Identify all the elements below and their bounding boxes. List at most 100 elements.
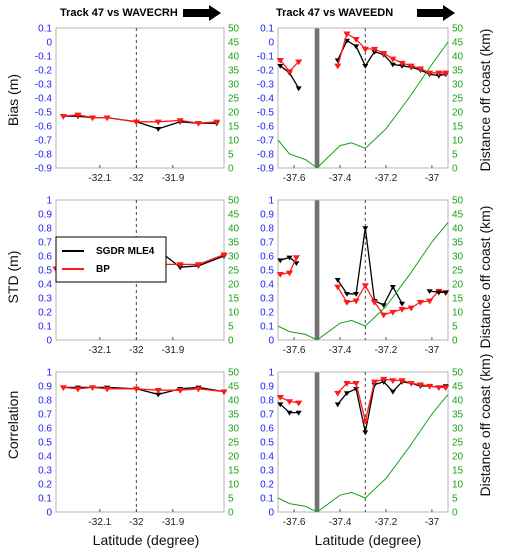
y2-tick-label: 5 (452, 494, 458, 505)
plot-frame (55, 371, 225, 513)
y-tick-label: -0.2 (257, 66, 275, 77)
sgdr-marker (389, 285, 396, 290)
plot-frame (277, 371, 449, 513)
y2-tick-label: 15 (452, 466, 464, 477)
plot-frame (277, 27, 449, 169)
bp-marker (426, 383, 434, 390)
x-axis-labels: Latitude (degree) Latitude (degree) (93, 532, 422, 548)
y2-tick-label: 35 (228, 66, 240, 77)
bp-marker (74, 386, 82, 393)
bp-marker (88, 115, 97, 122)
bp-marker (361, 46, 369, 53)
bp-marker (285, 270, 294, 277)
sgdr-marker (286, 255, 293, 261)
y-tick-label: 0 (268, 508, 274, 519)
legend-label-sgdr: SGDR MLE4 (96, 246, 155, 257)
bp-marker (276, 272, 284, 278)
y2-tick-label: 25 (228, 266, 240, 277)
y2label-std: Distance off coast (km) (477, 206, 493, 349)
ylabel-std: STD (m) (5, 251, 21, 304)
bp-marker (398, 60, 406, 67)
y-tick-label: 0.3 (38, 466, 52, 477)
bp-marker (407, 381, 415, 387)
y-tick-label: 0.7 (38, 238, 52, 249)
bp-marker (154, 388, 162, 394)
y-tick-label: 0.8 (260, 396, 274, 407)
y2-tick-label: 15 (228, 466, 240, 477)
bp-marker (361, 418, 369, 425)
bp-marker (103, 115, 111, 122)
y-tick-label: -0.1 (35, 52, 53, 63)
y-tick-label: 0.1 (38, 322, 52, 333)
y2-tick-label: 40 (452, 396, 464, 407)
panel-std-left: 10.90.80.70.60.50.40.30.20.1050454035302… (38, 196, 239, 357)
bp-marker (194, 262, 203, 268)
y-tick-label: 1 (268, 368, 274, 379)
y2-tick-label: 40 (228, 52, 240, 63)
y2-tick-label: 45 (228, 382, 240, 393)
y2-tick-label: 0 (228, 164, 234, 175)
bp-marker (334, 63, 342, 70)
y2-tick-label: 10 (452, 136, 464, 147)
y-tick-label: -0.4 (35, 94, 53, 105)
y-tick-label: 0.1 (260, 24, 274, 35)
bp-marker (220, 389, 228, 396)
bp-marker (59, 114, 67, 120)
y-tick-label: -0.3 (35, 80, 53, 91)
y-tick-label: 0.5 (260, 266, 274, 277)
y-tick-label: -0.3 (257, 80, 275, 91)
bp-marker (389, 378, 397, 384)
y2-tick-label: 25 (452, 94, 464, 105)
y-tick-label: 0.6 (38, 424, 52, 435)
bp-marker (220, 252, 228, 259)
bp-marker (416, 300, 425, 306)
panel-std-right: 10.90.80.70.60.50.40.30.20.1050454035302… (260, 196, 463, 357)
y-tick-label: 0.4 (260, 280, 274, 291)
x-tick-label: -37 (425, 345, 440, 356)
bp-marker (416, 66, 425, 73)
y2-tick-label: 0 (452, 508, 458, 519)
x-tick-label: -37.6 (283, 173, 306, 184)
y2-tick-label: 10 (228, 308, 240, 319)
y2-tick-label: 50 (228, 24, 240, 35)
y-tick-label: 0.2 (38, 308, 52, 319)
bp-marker (370, 300, 379, 306)
y2-tick-label: 5 (452, 150, 458, 161)
y-tick-label: 0 (268, 336, 274, 347)
y-tick-label: -0.1 (257, 52, 275, 63)
bp-marker (213, 119, 221, 126)
x-tick-label: -32.1 (88, 345, 111, 356)
y2-tick-label: 5 (452, 322, 458, 333)
y-tick-label: 0.9 (38, 210, 52, 221)
y2-tick-label: 20 (452, 108, 464, 119)
y2-tick-label: 0 (452, 336, 458, 347)
bp-marker (442, 70, 450, 77)
x-tick-label: -37 (425, 173, 440, 184)
y2-tick-label: 45 (452, 382, 464, 393)
y2-tick-label: 0 (228, 336, 234, 347)
bp-marker (370, 46, 379, 53)
sgdr-marker (277, 258, 284, 264)
bp-marker (132, 386, 140, 393)
sgdr-marker (442, 290, 449, 296)
y-tick-label: 0.4 (38, 280, 52, 291)
y2-tick-label: 30 (452, 252, 464, 263)
y2-tick-label: 50 (452, 368, 464, 379)
bp-marker (132, 119, 140, 126)
y-tick-label: -0.7 (257, 136, 275, 147)
x-tick-label: -31.9 (161, 517, 184, 528)
y2-tick-label: 25 (452, 438, 464, 449)
y-tick-label: 0.2 (260, 480, 274, 491)
y2-tick-label: 10 (228, 136, 240, 147)
y2-tick-label: 35 (228, 410, 240, 421)
y-axis-labels: Bias (m) STD (m) Correlation (5, 74, 21, 459)
bp-marker (380, 51, 388, 57)
x-tick-label: -32 (129, 345, 144, 356)
bp-marker (343, 31, 351, 38)
bp-marker (435, 70, 443, 77)
bp-marker (334, 390, 342, 397)
panel-bias-left: 0.1 0 -0.1 -0.2 -0.3 -0.4 -0.5 -0.6 -0.7 -0.8 -0.9… (35, 24, 240, 185)
y-tick-label: -0.8 (35, 150, 53, 161)
sgdr-marker (389, 389, 396, 395)
x-tick-label: -37.4 (329, 517, 352, 528)
